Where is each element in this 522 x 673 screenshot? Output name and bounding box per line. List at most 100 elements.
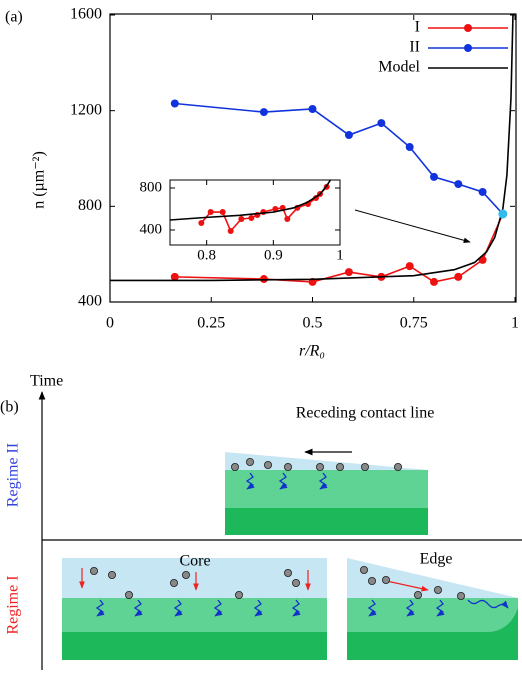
data-point [259, 108, 268, 117]
data-point [170, 272, 179, 281]
particle [181, 571, 190, 580]
core-label: Core [179, 553, 210, 570]
particle [359, 566, 368, 575]
particle [263, 460, 272, 469]
adsorption-arrow [173, 599, 183, 617]
x-tick-label: 0.5 [303, 315, 323, 332]
data-point [377, 119, 386, 128]
series-line [200, 186, 328, 233]
particle [230, 462, 239, 471]
legend-label: I [415, 19, 420, 36]
data-point [344, 131, 353, 140]
adsorption-arrow [133, 599, 143, 617]
data-point [238, 215, 245, 222]
adsorption-arrow [95, 599, 105, 617]
drift-arrow [381, 579, 429, 592]
data-point [478, 187, 487, 196]
x-tick-label: 1 [511, 315, 519, 332]
diagram: Time (b) Regime II Regime I Receding con… [0, 373, 522, 670]
x-tick-label: 0.75 [400, 315, 428, 332]
y-tick-label: 400 [140, 221, 163, 237]
settle-arrows [79, 568, 311, 591]
particle [234, 591, 243, 600]
particle [315, 462, 324, 471]
particle [381, 576, 390, 585]
particle [283, 462, 292, 471]
adsorption-arrow [245, 472, 255, 490]
panel-label: (a) [5, 9, 23, 26]
liquid [225, 452, 428, 470]
y-tick-label: 400 [78, 293, 102, 310]
data-point [405, 262, 414, 271]
plot-frame [109, 13, 517, 303]
zoom-arrow [354, 209, 471, 244]
substrate [62, 632, 327, 660]
data-point [284, 215, 291, 222]
data-point [308, 104, 317, 113]
adsorption-arrows [95, 472, 509, 617]
edge-label: Edge [420, 551, 453, 568]
particle [125, 591, 134, 600]
data-point [198, 219, 205, 226]
adsorption-arrow [291, 599, 301, 617]
adsorption-arrow [318, 472, 328, 490]
particle [360, 462, 369, 471]
x-tick-label: 0.8 [197, 247, 216, 263]
receding-label: Receding contact line [296, 405, 435, 422]
time-label: Time [30, 373, 63, 390]
substrate-top [347, 598, 518, 632]
adsorption-arrow [253, 599, 263, 617]
particle [291, 579, 300, 588]
data-point [430, 277, 438, 286]
data-point [170, 99, 179, 108]
data-point [454, 180, 463, 189]
data-point [260, 209, 267, 216]
highlight-point [498, 209, 508, 219]
data-point [272, 205, 279, 212]
substrate [225, 508, 428, 535]
x-tick-label: 0 [106, 315, 114, 332]
y-tick-label: 800 [78, 197, 102, 214]
series-line [174, 102, 504, 215]
chart-a: (a) r/R₀ n (µm⁻²) 0 0.25 0.5 0.75 1 400 800 120… [5, 6, 519, 360]
particle [367, 577, 376, 586]
y-tick-label: 800 [140, 179, 163, 195]
liquid [62, 558, 327, 598]
particle [169, 579, 178, 588]
adsorption-arrow [278, 472, 288, 490]
data-point [405, 143, 414, 152]
data-point [259, 275, 268, 284]
data-point [430, 172, 438, 181]
x-tick-label: 1 [336, 247, 344, 263]
legend-marker [464, 44, 472, 52]
adsorption-arrow [467, 599, 509, 609]
particle [108, 571, 117, 580]
y-axis-label: n (µm⁻²) [31, 151, 48, 209]
adsorption-arrow [405, 599, 415, 617]
data-point [227, 228, 234, 235]
y-tick-label: 1200 [70, 101, 102, 118]
particle [456, 592, 465, 601]
particles [90, 457, 465, 601]
x-tick-label: 0.25 [197, 315, 225, 332]
legend-marker [464, 24, 472, 32]
data-point [454, 272, 463, 281]
particle [283, 569, 292, 578]
series-line [110, 14, 514, 282]
inset-frame [169, 179, 341, 246]
panel-label: (b) [0, 399, 19, 416]
legend-label: Model [378, 59, 420, 76]
adsorption-arrow [435, 599, 445, 617]
substrate-top [62, 598, 327, 632]
series-line [174, 213, 504, 283]
data-point [219, 209, 226, 216]
particle [245, 457, 254, 466]
data-point [248, 215, 255, 222]
x-axis-label: r/R₀ [299, 343, 325, 360]
substrate-top [225, 470, 428, 508]
particle [393, 462, 402, 471]
series-line [170, 180, 332, 221]
data-point [344, 268, 353, 277]
